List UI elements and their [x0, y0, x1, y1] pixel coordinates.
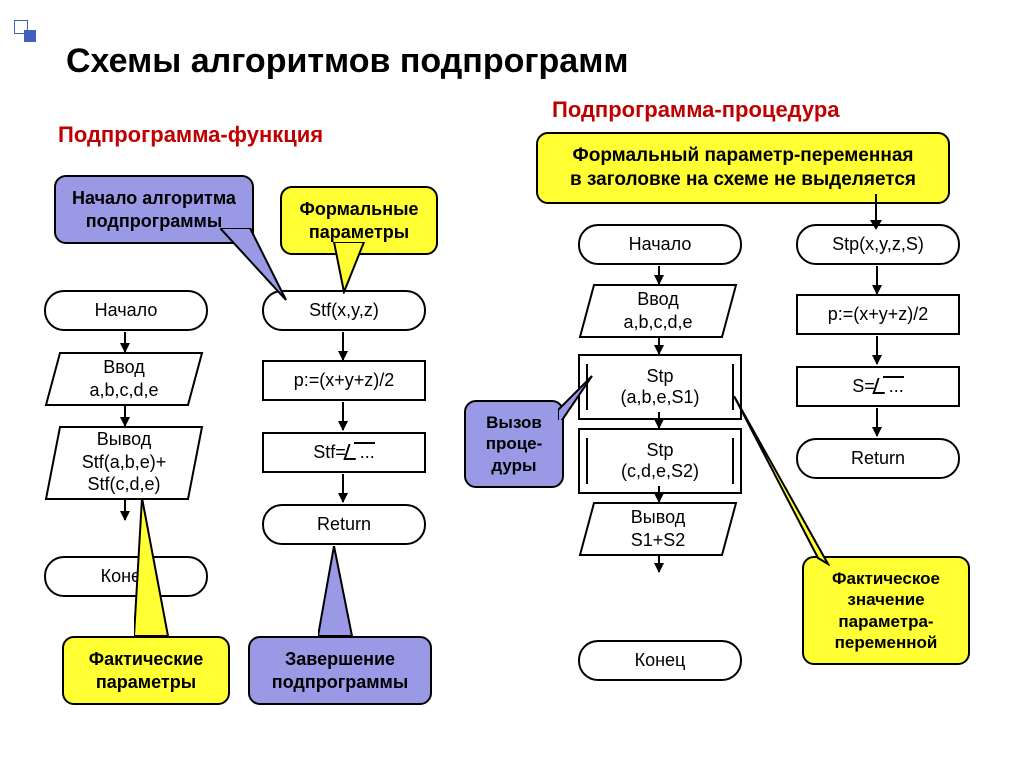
arrow-icon	[124, 500, 126, 520]
c2-assign-p: p:=(x+y+z)/2	[262, 360, 426, 401]
arrow-icon	[342, 402, 344, 430]
arrow-icon	[876, 408, 878, 436]
arrow-icon	[658, 412, 660, 428]
note-header-param: Формальный параметр-переменнаяв заголовк…	[536, 132, 950, 204]
arrow-icon	[124, 406, 126, 426]
callout-tail-icon	[318, 546, 358, 638]
c3-input-text: Вводa,b,c,d,e	[584, 288, 732, 333]
arrow-icon	[876, 266, 878, 294]
arrow-icon	[658, 486, 660, 502]
c3-input: Вводa,b,c,d,e	[578, 284, 738, 338]
c3-call1: Stp(a,b,e,S1)	[578, 354, 742, 420]
note-actual-varparam: Фактическоезначениепараметра-переменной	[802, 556, 970, 665]
callout-tail-icon	[730, 396, 830, 566]
c3-output-text: ВыводS1+S2	[584, 506, 732, 551]
c4-assign-p: p:=(x+y+z)/2	[796, 294, 960, 335]
c2-s-label: Stf=	[313, 442, 346, 462]
c4-s-label: S=	[852, 376, 875, 396]
note-call-proc: Вызовпроце-дуры	[464, 400, 564, 488]
c3-output: ВыводS1+S2	[578, 502, 738, 556]
note-actual-params: Фактическиепараметры	[62, 636, 230, 705]
c1-output-text: ВыводStf(a,b,e)+Stf(c,d,e)	[50, 428, 198, 496]
callout-tail-icon	[330, 242, 370, 294]
arrow-icon	[342, 474, 344, 502]
c1-input: Вводa,b,c,d,e	[44, 352, 204, 406]
sqrt-icon: ...	[875, 376, 904, 397]
callout-tail-icon	[558, 370, 594, 420]
c1-start: Начало	[44, 290, 208, 331]
c2-return: Return	[262, 504, 426, 545]
c3-call2-text: Stp(c,d,e,S2)	[586, 438, 734, 484]
sqrt-icon: ...	[346, 442, 375, 463]
heading-procedure: Подпрограмма-процедура	[552, 97, 840, 123]
c4-head: Stp(x,y,z,S)	[796, 224, 960, 265]
arrow-icon	[658, 266, 660, 284]
c3-call1-text: Stp(a,b,e,S1)	[586, 364, 734, 410]
page-title: Схемы алгоритмов подпрограмм	[66, 42, 629, 81]
arrow-icon	[124, 332, 126, 352]
deco-square	[24, 30, 36, 42]
c3-call2: Stp(c,d,e,S2)	[578, 428, 742, 494]
note-end-sub: Завершениеподпрограммы	[248, 636, 432, 705]
heading-function: Подпрограмма-функция	[58, 122, 323, 148]
arrow-icon	[658, 556, 660, 572]
arrow-icon	[658, 338, 660, 354]
c3-end: Конец	[578, 640, 742, 681]
callout-tail-icon	[134, 498, 194, 638]
arrowhead-icon	[870, 220, 882, 230]
arrow-icon	[876, 336, 878, 364]
c1-input-text: Вводa,b,c,d,e	[50, 356, 198, 401]
c3-start: Начало	[578, 224, 742, 265]
arrow-icon	[342, 332, 344, 360]
c1-output: ВыводStf(a,b,e)+Stf(c,d,e)	[44, 426, 204, 500]
c2-assign-s: Stf= ...	[262, 432, 426, 473]
